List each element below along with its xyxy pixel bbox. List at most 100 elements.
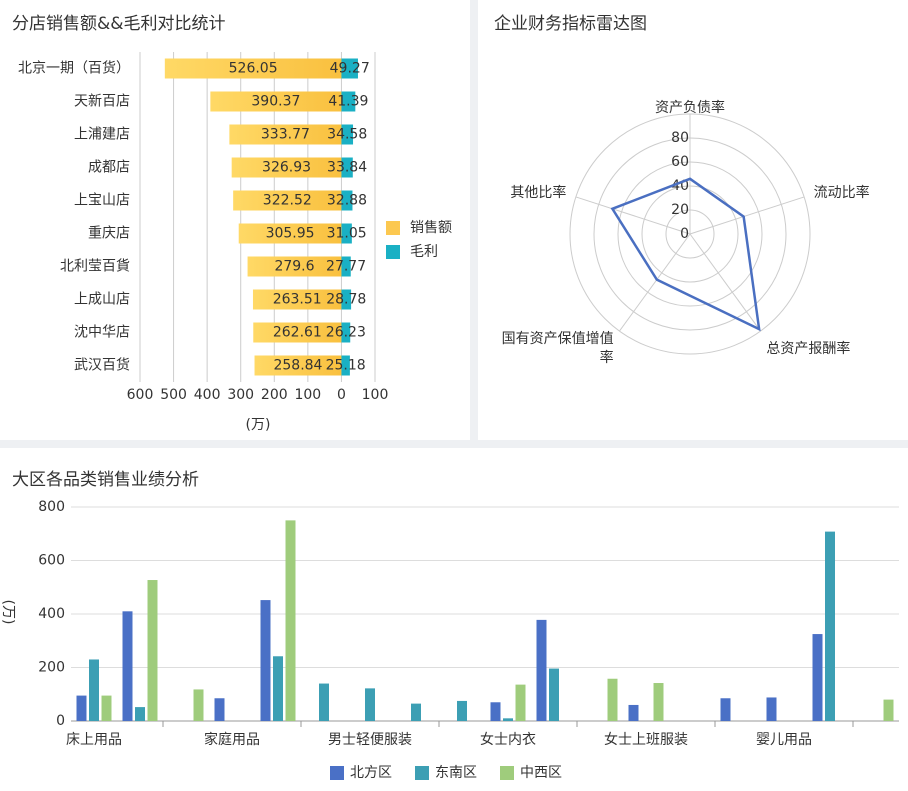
y-tick-label: 北利莹百貨 — [60, 258, 130, 275]
bar — [341, 322, 351, 343]
y-tick-label: 重庆店 — [88, 226, 130, 242]
bar — [193, 689, 204, 721]
indicator-wrap: 流动比率 — [813, 185, 870, 202]
data-label: 28.78 — [326, 292, 366, 308]
x-tick-label: 女士上班服装 — [604, 731, 688, 748]
bar — [135, 707, 145, 721]
data-label: 27.77 — [326, 259, 366, 275]
legend-label: 中西区 — [520, 765, 562, 781]
data-label: 33.84 — [327, 160, 367, 176]
bar — [260, 600, 271, 721]
indicator-wrap: 国有资产保值增值率 — [502, 331, 614, 366]
legend-label: 北方区 — [350, 765, 392, 781]
bar — [341, 256, 351, 277]
data-label: 279.6 — [274, 259, 314, 275]
bar — [101, 695, 112, 721]
radar-spoke — [619, 233, 691, 332]
x-tick-label: 400 — [194, 387, 221, 403]
indicator-label: 流动比率 — [813, 185, 870, 202]
bar — [253, 322, 342, 343]
y-tick-label: 上宝山店 — [74, 193, 130, 209]
bar — [254, 355, 342, 376]
bar — [252, 289, 342, 310]
indicator-wrap: 资产负债率 — [655, 100, 725, 116]
y-tick-label: 200 — [38, 660, 65, 676]
x-axis-label: (万) — [246, 417, 271, 433]
bar — [490, 702, 501, 721]
bar — [89, 659, 99, 721]
bar — [319, 683, 329, 721]
radar-spoke — [689, 233, 761, 332]
indicator-label: 资产负债率 — [655, 100, 725, 116]
indicator-label: 其他比率 — [510, 185, 567, 202]
bar — [341, 223, 352, 244]
bar — [365, 688, 375, 721]
bar — [341, 289, 352, 310]
y-tick-label: 400 — [38, 606, 65, 622]
y-tick-label: 武汉百货 — [74, 357, 130, 374]
bar — [341, 58, 358, 79]
bar — [515, 684, 526, 721]
data-label: 41.39 — [328, 94, 368, 110]
chart-title: 分店销售额&&毛利对比统计 — [12, 14, 226, 34]
x-tick-label: 100 — [294, 387, 321, 403]
bar — [653, 683, 664, 721]
data-label: 32.88 — [327, 193, 367, 209]
data-label: 333.77 — [261, 127, 310, 143]
x-tick-label: 200 — [261, 387, 288, 403]
y-tick-label: 天新百店 — [74, 94, 130, 110]
bar — [214, 698, 225, 721]
bar — [411, 703, 421, 721]
indicator-wrap: 其他比率 — [510, 185, 567, 202]
x-tick-label: 500 — [160, 387, 187, 403]
bar — [720, 698, 731, 721]
bar — [233, 190, 342, 211]
bar — [825, 531, 835, 721]
bar — [341, 124, 354, 145]
panel — [478, 0, 908, 440]
bar — [341, 91, 356, 112]
legend-swatch — [386, 221, 400, 235]
y-tick-label: 北京一期（百货） — [18, 60, 130, 77]
y-tick-label: 0 — [56, 713, 65, 729]
bar — [341, 355, 350, 376]
y-tick-label: 800 — [38, 499, 65, 515]
r-tick-label: 20 — [671, 202, 689, 218]
y-tick-label: 上成山店 — [74, 292, 130, 308]
x-tick-label: 0 — [337, 387, 346, 403]
bar — [285, 520, 296, 721]
bar — [536, 619, 547, 721]
data-label: 49.27 — [330, 61, 370, 77]
bar — [122, 611, 133, 721]
bar — [607, 678, 618, 721]
bar — [341, 190, 353, 211]
bar — [238, 223, 342, 244]
r-tick-label: 80 — [671, 130, 689, 146]
bar — [766, 697, 777, 721]
r-tick-label: 0 — [680, 226, 689, 242]
data-label: 26.23 — [326, 325, 366, 341]
radar-spoke — [575, 196, 691, 235]
x-tick-label: 100 — [362, 387, 389, 403]
x-tick-label: 300 — [227, 387, 254, 403]
r-tick-label: 60 — [671, 154, 689, 170]
data-label: 322.52 — [263, 193, 312, 209]
bar — [229, 124, 342, 145]
data-label: 31.05 — [327, 226, 367, 242]
bar — [164, 58, 342, 79]
y-tick-label: 600 — [38, 553, 65, 569]
legend-label: 销售额 — [410, 220, 452, 236]
radar-spoke — [689, 196, 805, 235]
indicator-label: 总资产报酬率 — [766, 340, 851, 357]
x-tick-label: 女士内衣 — [480, 731, 536, 748]
bar — [549, 668, 559, 721]
legend-swatch — [330, 766, 344, 780]
bar — [457, 700, 467, 721]
data-label: 25.18 — [326, 358, 366, 374]
data-label: 326.93 — [262, 160, 311, 176]
bar — [503, 718, 513, 721]
data-label: 258.84 — [273, 358, 322, 374]
bar — [628, 704, 639, 721]
